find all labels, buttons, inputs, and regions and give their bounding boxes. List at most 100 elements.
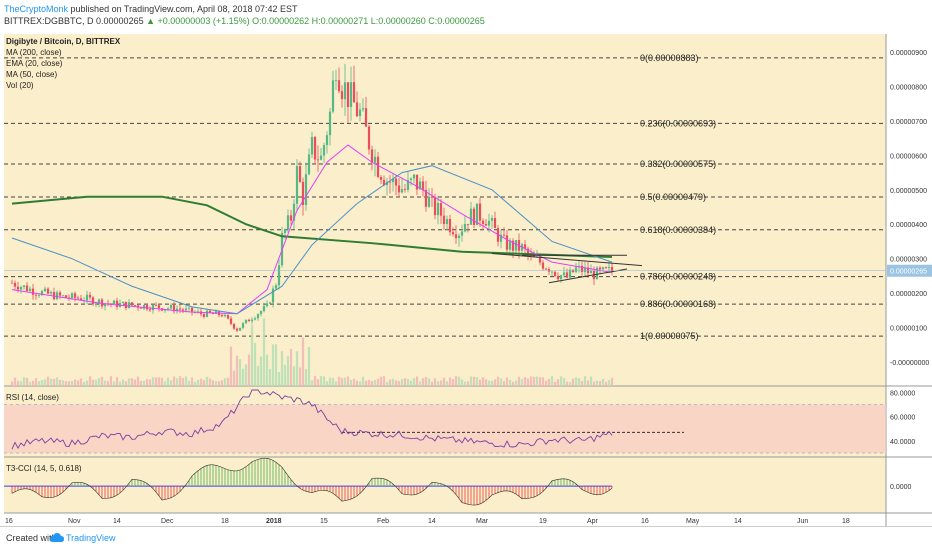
price-tick-label: -0.00000000 [890,360,929,367]
volume-bar [298,367,302,386]
candle-body [286,215,290,230]
author-link[interactable]: TheCryptoMonk [4,4,69,14]
volume-bar [79,378,83,386]
volume-bar [256,365,260,386]
tradingview-link[interactable]: TradingView [66,533,116,543]
price-tick-label: 0.00000200 [890,291,927,298]
candle-body [55,292,59,300]
volume-bar [529,376,533,386]
volume-bar [244,364,248,386]
fib-level-label: 0.786(0.00000248) [640,272,716,282]
volume-bar [208,378,212,386]
volume-bar [337,376,341,386]
candle-body [166,308,170,310]
candle-body [490,218,494,221]
candle-body [454,234,458,239]
volume-bar [496,376,500,386]
candle-body [568,269,572,278]
volume-bar [382,376,386,386]
volume-bar [136,376,140,386]
candle-body [532,255,536,258]
volume-bar [55,377,59,386]
candle-body [49,292,53,294]
legend-ma200[interactable]: MA (200, close) [6,48,62,57]
volume-bar [307,346,311,386]
volume-bar [280,351,284,386]
candle-body [376,156,380,177]
candle-body [352,82,356,103]
candle-body [148,309,152,311]
candle-body [250,319,254,322]
volume-bar [490,380,494,386]
candle-body [103,303,107,307]
symbol-info: BITTREX:DGBBTC, D 0.00000265 ▲ +0.000000… [4,16,485,26]
candle-body [439,203,443,216]
rsi-legend[interactable]: RSI (14, close) [6,393,59,402]
candle-body [607,266,611,269]
candle-body [91,297,95,305]
volume-bar [184,376,188,386]
rsi-tick-label: 80.0000 [890,390,915,397]
candle-body [322,145,326,156]
volume-bar [88,376,92,386]
volume-bar [301,337,305,386]
volume-bar [421,378,425,386]
volume-bar [592,381,596,386]
candle-body [205,310,209,317]
volume-bar [526,378,530,386]
volume-bar [364,380,368,386]
volume-bar [118,381,122,386]
volume-bar [334,381,338,386]
candle-body [331,80,335,112]
candle-body [283,229,287,233]
candle-body [394,178,398,186]
legend-vol[interactable]: Vol (20) [6,81,34,90]
candle-body [127,302,131,309]
candle-body [430,196,434,198]
volume-bar [340,377,344,386]
volume-bar [310,380,314,386]
candle-body [406,180,410,190]
candle-body [316,159,320,161]
candle-body [562,272,566,276]
candle-body [610,266,614,272]
volume-bar [454,376,458,386]
volume-bar [175,378,179,386]
time-tick-label: 14 [734,518,742,525]
candle-body [523,244,527,249]
volume-bar [217,381,221,386]
candle-body [169,305,173,309]
fib-level-label: 1(0.00000075) [640,331,699,341]
volume-bar [220,380,224,386]
candle-body [511,240,515,251]
cci-histogram [11,458,613,506]
volume-bar [64,381,68,386]
time-tick-label: 16 [5,518,13,525]
candle-body [556,275,560,280]
volume-bar [439,380,443,386]
publish-info: TheCryptoMonk published on TradingView.c… [4,4,298,14]
candle-body [97,299,101,304]
candle-body [262,306,266,312]
volume-bar [292,366,296,386]
volume-bar [259,356,263,386]
volume-bar [277,372,281,386]
volume-bar [151,377,155,386]
volume-bar [460,379,464,386]
volume-bar [379,376,383,386]
volume-bar [472,376,476,386]
volume-bar [199,378,203,386]
candle-body [79,298,83,301]
volume-bar [358,381,362,386]
volume-bar [226,377,230,386]
cci-legend[interactable]: T3-CCI (14, 5, 0.618) [6,464,82,473]
legend-ema20[interactable]: EMA (20, close) [6,59,63,68]
legend-ma50[interactable]: MA (50, close) [6,70,58,79]
volume-bar [586,380,590,386]
time-tick-label: Nov [68,518,81,525]
time-tick-label: Jun [797,518,808,525]
candle-body [403,189,407,190]
candle-body [184,308,188,311]
candle-body [337,80,341,92]
